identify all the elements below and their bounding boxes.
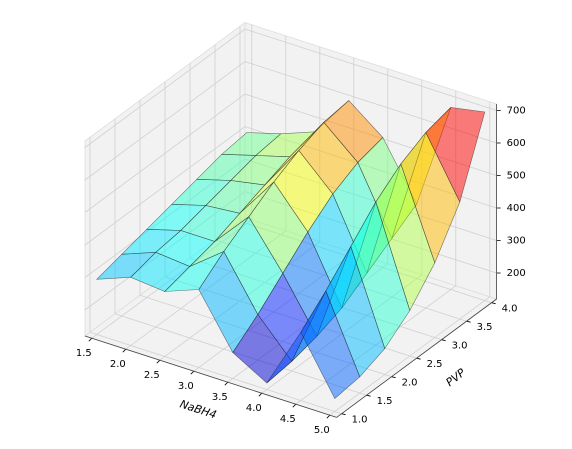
y-axis-label: PVP [443, 366, 468, 389]
z-tick-label: 300 [507, 236, 526, 247]
grid-line [84, 28, 246, 148]
z-tick-label: 700 [507, 106, 526, 117]
y-tick [391, 376, 396, 379]
surface [96, 100, 486, 399]
y-tick [341, 413, 346, 416]
y-tick-label: 3.0 [452, 341, 468, 352]
grid-line [84, 61, 246, 181]
x-tick-label: 2.5 [144, 370, 160, 381]
x-tick [258, 392, 263, 397]
x-tick [156, 359, 161, 364]
x-tick [190, 370, 195, 375]
x-tick [224, 381, 229, 386]
x-tick-label: 4.5 [280, 414, 296, 425]
y-tick [491, 302, 496, 305]
x-tick [88, 337, 93, 342]
y-tick [416, 357, 421, 360]
x-tick-label: 5.0 [314, 425, 330, 436]
z-tick-label: 500 [507, 171, 526, 182]
y-tick-label: 4.0 [502, 304, 518, 315]
x-tick [326, 414, 331, 419]
y-tick-label: 2.0 [402, 378, 418, 389]
z-tick-label: 400 [507, 203, 526, 214]
surface-cell [300, 290, 361, 399]
x-tick [292, 403, 297, 408]
x-tick-label: 3.5 [212, 392, 228, 403]
grid-line [84, 126, 246, 246]
grid-line [244, 28, 497, 111]
y-tick [366, 394, 371, 397]
y-tick-label: 1.5 [377, 396, 393, 407]
grid-line [84, 93, 246, 213]
x-tick-label: 3.0 [178, 381, 194, 392]
y-tick-label: 3.5 [477, 322, 493, 333]
y-tick [466, 320, 471, 323]
axis-line [336, 298, 497, 418]
x-tick-label: 4.0 [246, 403, 262, 414]
axis-line [84, 335, 337, 418]
x-tick-label: 1.5 [76, 348, 92, 359]
y-tick-label: 2.5 [427, 359, 443, 370]
z-tick-label: 200 [507, 268, 526, 279]
x-tick-label: 2.0 [110, 359, 126, 370]
y-tick [441, 339, 446, 342]
x-tick [122, 348, 127, 353]
grid-line [89, 331, 342, 415]
z-tick-label: 600 [507, 138, 526, 149]
y-tick-label: 1.0 [352, 415, 368, 426]
